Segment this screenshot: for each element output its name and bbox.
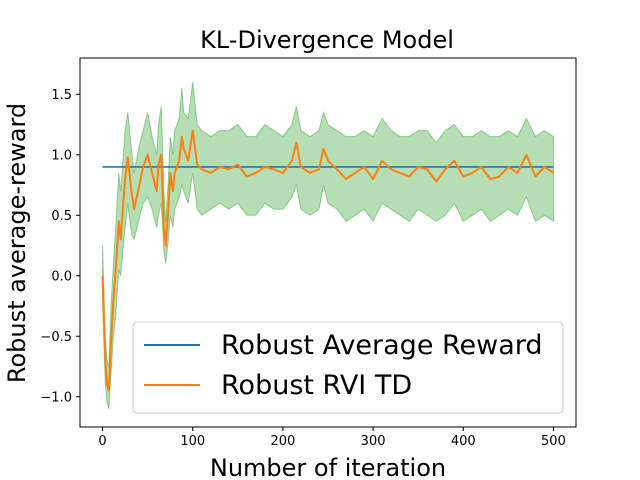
legend-frame (132, 321, 564, 414)
series-line-layer (101, 129, 555, 392)
y-tick-label: 0.5 (51, 209, 72, 224)
legend-label-robust-rvi-td: Robust RVI TD (221, 370, 412, 401)
x-axis-label: Number of iteration (210, 454, 446, 480)
legend-label-robust-average-reward: Robust Average Reward (221, 330, 543, 361)
robust-rvi-td-confidence-band (102, 82, 554, 410)
x-tick-label: 200 (270, 434, 295, 449)
x-tick-label: 0 (98, 434, 106, 449)
y-axis-label: Robust average-reward (3, 103, 31, 383)
x-tick-label: 300 (361, 434, 386, 449)
chart-title: KL-Divergence Model (200, 26, 454, 54)
x-tick-label: 400 (451, 434, 476, 449)
x-tick-label: 500 (541, 434, 566, 449)
y-tick-label: −0.5 (40, 330, 72, 345)
y-tick-label: 1.0 (51, 148, 72, 163)
robust-rvi-td-line (101, 129, 555, 392)
plot-area-frame (79, 57, 577, 428)
legend: Robust Average Reward Robust RVI TD (132, 321, 564, 414)
x-tick-label: 100 (180, 434, 205, 449)
confidence-band-layer (102, 82, 554, 410)
y-axis-ticks: −1.0 −0.5 0.0 0.5 1.0 1.5 (40, 88, 80, 405)
y-tick-label: 0.0 (51, 269, 72, 284)
y-tick-label: 1.5 (51, 88, 72, 103)
x-axis-ticks: 0 100 200 300 400 500 (98, 427, 566, 449)
y-tick-label: −1.0 (40, 390, 72, 405)
